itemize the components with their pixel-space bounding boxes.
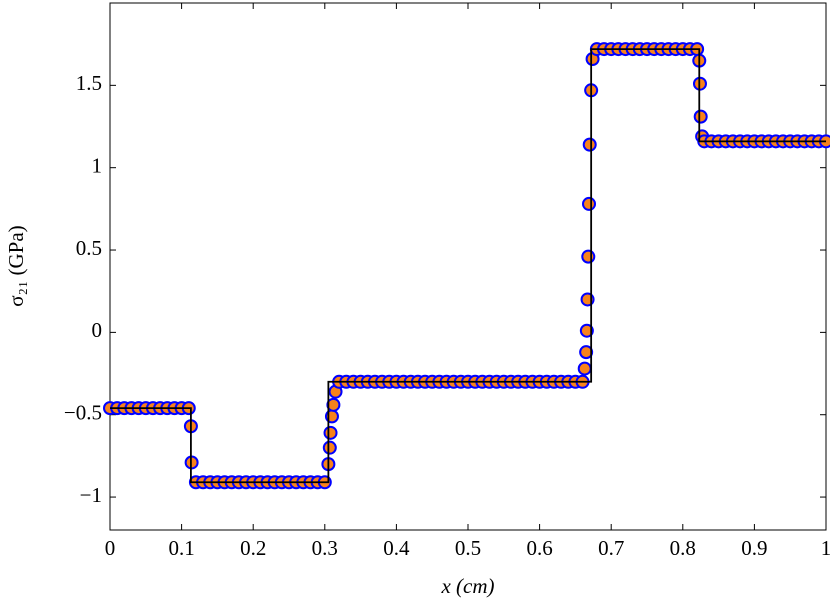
x-tick-label: 0.7 [598,536,624,560]
data-point [582,196,597,211]
x-axis-label: x (cm) [440,574,494,598]
data-point [581,249,596,264]
x-tick-label: 0.6 [526,536,552,560]
y-tick-label: 1.5 [76,71,102,95]
data-point [579,323,594,338]
y-tick-label: −0.5 [64,401,102,425]
y-axis-label: σ₂₁ (GPa) [4,225,28,306]
x-tick-label: 0.8 [670,536,696,560]
line [110,48,826,484]
x-tick-label: 0.1 [168,536,194,560]
plot-frame [109,2,827,531]
x-tick-label: 1 [821,536,830,560]
data-point [582,137,597,152]
y-tick-label: −1 [80,483,102,507]
data-point [579,345,594,360]
data-point [693,109,708,124]
x-tick-label: 0.2 [240,536,266,560]
y-tick-label: 1 [92,154,103,178]
y-tick-label: 0.5 [76,236,102,260]
x-tick-label: 0.3 [312,536,338,560]
data-point [577,361,592,376]
x-tick-label: 0 [105,536,116,560]
x-tick-label: 0.9 [741,536,767,560]
x-tick-label: 0.5 [455,536,481,560]
x-tick-label: 0.4 [383,536,410,560]
data-point [326,397,341,412]
data-point [322,440,337,455]
y-tick-label: 0 [92,318,103,342]
data-point [323,425,338,440]
